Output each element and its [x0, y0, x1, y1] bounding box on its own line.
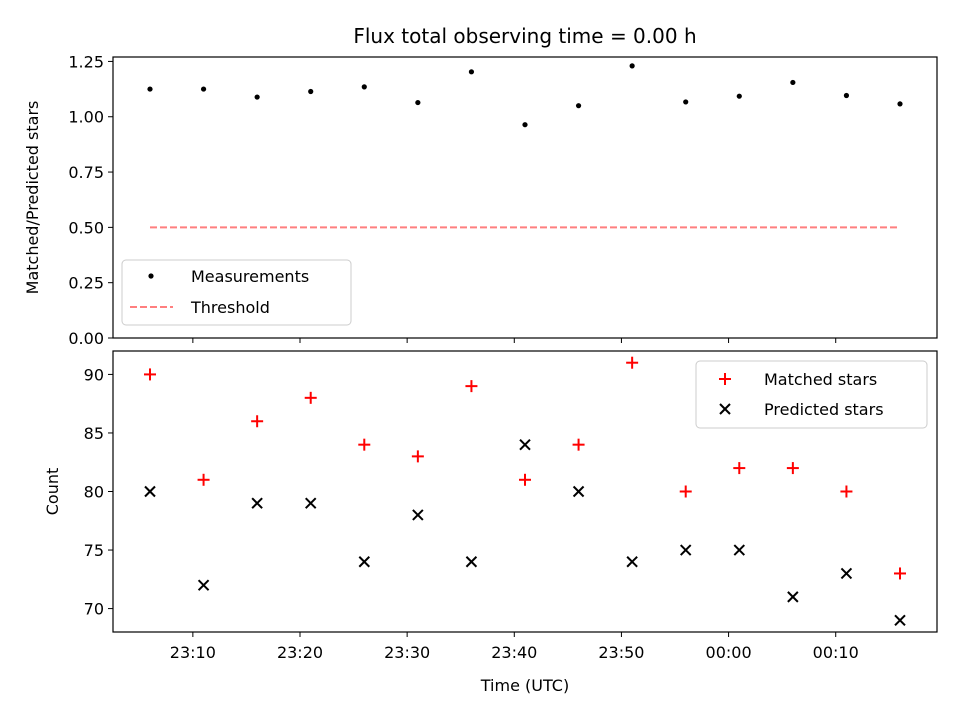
matched-stars-point [572, 438, 585, 451]
legend-threshold-label: Threshold [190, 298, 270, 317]
chart-title: Flux total observing time = 0.00 h [353, 24, 696, 48]
y-tick-label: 0.00 [68, 329, 104, 348]
ratio-y-ticks: 0.00 0.25 0.50 0.75 1.00 1.25 [68, 52, 113, 348]
matched-stars-point [411, 450, 424, 463]
y-tick-label: 90 [84, 365, 104, 384]
measurement-point [254, 94, 260, 100]
predicted-stars-point [251, 497, 263, 509]
predicted-stars-point [572, 485, 585, 498]
matched-stars-point [304, 391, 317, 404]
matched-stars-point [733, 462, 746, 475]
matched-stars-point [251, 415, 264, 428]
measurement-point [575, 103, 582, 109]
matched-stars-point [465, 380, 478, 393]
legend-measurements-label: Measurements [191, 267, 309, 286]
measurement-point [790, 79, 796, 86]
count-y-axis-label: Count [43, 468, 62, 516]
x-tick-label: 23:40 [491, 643, 537, 662]
predicted-stars-point [519, 438, 531, 451]
y-tick-label: 0.25 [68, 274, 104, 293]
predicted-stars-point [894, 614, 906, 626]
legend-matched-label: Matched stars [764, 370, 877, 389]
ratio-legend-box [121, 259, 352, 326]
predicted-stars-point [787, 591, 799, 603]
predicted-stars-point [465, 556, 478, 568]
x-tick-label: 00:10 [813, 643, 859, 662]
predicted-stars-point [680, 544, 692, 556]
ratio-marks [147, 63, 903, 229]
measurement-point [468, 69, 475, 75]
y-tick-label: 0.50 [68, 218, 104, 237]
measurement-point [843, 92, 850, 99]
count-y-ticks: 70 75 80 85 90 [84, 365, 113, 619]
y-tick-label: 0.75 [68, 163, 104, 182]
count-legend-box [695, 360, 928, 429]
predicted-stars-point [733, 544, 745, 556]
predicted-stars-point [412, 509, 424, 521]
matched-stars-point [358, 438, 371, 451]
ratio-x-ticks [192, 338, 837, 343]
ratio-legend: Measurements Threshold [121, 259, 352, 326]
measurement-point [897, 101, 903, 107]
matched-stars-point [519, 473, 531, 486]
y-tick-label: 1.25 [68, 52, 104, 71]
x-tick-label: 00:00 [706, 643, 752, 662]
measurement-point [415, 99, 421, 106]
matched-stars-point [840, 485, 853, 498]
count-panel: 70 75 80 85 90 23:10 23:20 23:30 23:40 23:50 00:0… [43, 350, 938, 695]
x-tick-label: 23:30 [384, 643, 430, 662]
predicted-stars-point [840, 567, 853, 580]
y-tick-label: 80 [84, 483, 104, 502]
measurement-point [522, 122, 528, 128]
legend-predicted-label: Predicted stars [764, 400, 884, 419]
x-tick-label: 23:20 [277, 643, 323, 662]
ratio-panel-frame [112, 56, 938, 339]
matched-stars-point [626, 356, 639, 369]
x-tick-label: 23:50 [598, 643, 644, 662]
count-marks [144, 356, 906, 626]
predicted-stars-point [305, 497, 317, 509]
legend-measurements-marker [148, 273, 154, 279]
matched-stars-point [197, 473, 210, 486]
y-tick-label: 70 [84, 600, 104, 619]
ratio-y-axis-label: Matched/Predicted stars [23, 101, 42, 295]
measurement-point [200, 86, 207, 92]
matched-stars-point [894, 567, 906, 580]
predicted-stars-point [358, 556, 370, 568]
predicted-stars-point [626, 556, 638, 568]
measurement-point [683, 99, 689, 105]
x-tick-label: 23:10 [170, 643, 216, 662]
predicted-stars-point [144, 485, 156, 498]
y-tick-label: 1.00 [68, 108, 104, 127]
measurement-point [308, 88, 314, 95]
matched-stars-point [786, 462, 799, 475]
ratio-panel: 0.00 0.25 0.50 0.75 1.00 1.25 Matched/Predict… [23, 52, 938, 348]
y-tick-label: 85 [84, 424, 104, 443]
count-x-ticks: 23:10 23:20 23:30 23:40 23:50 00:00 00:10 [170, 632, 859, 662]
legend-matched-marker [719, 373, 731, 385]
y-tick-label: 75 [84, 541, 104, 560]
predicted-stars-point [197, 579, 210, 591]
measurement-point [736, 93, 742, 99]
legend-predicted-marker [719, 403, 731, 415]
matched-stars-point [679, 485, 692, 498]
measurement-point [361, 84, 367, 90]
measurement-point [147, 86, 153, 92]
measurement-point [629, 63, 635, 69]
count-legend: Matched stars Predicted stars [695, 360, 928, 429]
matched-stars-point [144, 368, 156, 381]
x-axis-label: Time (UTC) [480, 676, 569, 695]
